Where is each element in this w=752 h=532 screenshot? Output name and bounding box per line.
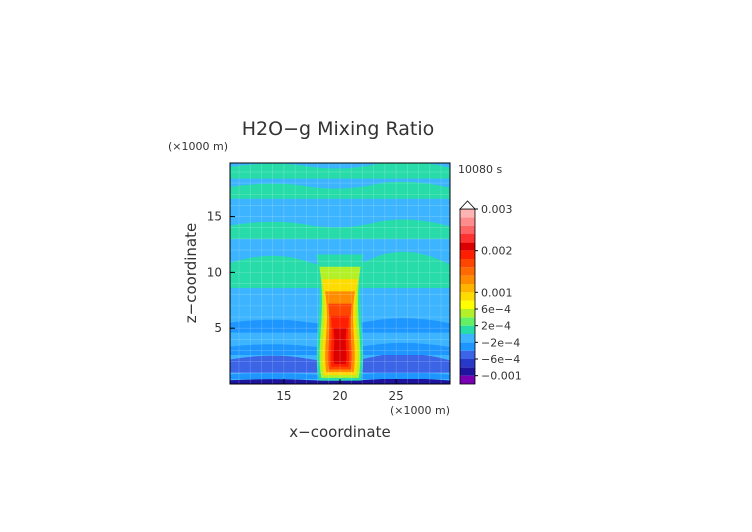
contour-band xyxy=(230,181,450,199)
colorbar-swatch xyxy=(460,367,475,376)
colorbar-swatch xyxy=(460,275,475,284)
x-axis: 15 20 25 xyxy=(276,379,404,403)
colorbar-swatch xyxy=(460,209,475,218)
y-tick-label: 10 xyxy=(207,265,222,279)
colorbar-label: 0.003 xyxy=(481,203,513,216)
colorbar-swatch xyxy=(460,217,475,226)
x-tick-label: 25 xyxy=(388,389,403,403)
plot-grid xyxy=(230,163,450,385)
time-label: 10080 s xyxy=(458,163,502,176)
colorbar-swatch xyxy=(460,350,475,359)
x-tick-label: 20 xyxy=(332,389,347,403)
colorbar-swatch xyxy=(460,242,475,251)
colorbar-label: 2e−4 xyxy=(481,320,511,333)
x-axis-label: x−coordinate xyxy=(289,423,390,441)
colorbar-swatch xyxy=(460,259,475,268)
colorbar-label: 0.001 xyxy=(481,286,513,299)
colorbar-swatch xyxy=(460,284,475,293)
colorbar-swatch xyxy=(460,267,475,276)
contour-band xyxy=(230,219,450,239)
y-axis: 5 10 15 xyxy=(207,210,235,335)
colorbar-swatch xyxy=(460,250,475,259)
colorbar-label: −6e−4 xyxy=(481,353,520,366)
chart-title: H2O−g Mixing Ratio xyxy=(242,118,434,140)
colorbar-swatch xyxy=(460,317,475,326)
x-tick-label: 15 xyxy=(276,389,291,403)
colorbar-swatch xyxy=(460,342,475,351)
colorbar-swatch xyxy=(460,292,475,301)
colorbar-swatch xyxy=(460,359,475,368)
y-axis-label: z−coordinate xyxy=(182,223,200,323)
colorbar: 0.003 0.002 0.001 6e−4 2e−4 −2e−4 −6e−4 −0.001 xyxy=(459,200,522,385)
colorbar-swatch xyxy=(460,325,475,334)
y-tick-label: 5 xyxy=(214,321,222,335)
colorbar-swatch xyxy=(460,309,475,318)
plume-contour xyxy=(333,328,347,364)
contour-band xyxy=(230,163,450,179)
x-axis-unit: (×1000 m) xyxy=(390,404,450,417)
contour-field xyxy=(230,163,450,384)
colorbar-swatch xyxy=(460,300,475,309)
colorbar-label: −0.001 xyxy=(481,370,522,383)
colorbar-swatch xyxy=(460,334,475,343)
y-tick-label: 15 xyxy=(207,210,222,224)
colorbar-overflow-arrow xyxy=(459,200,476,210)
colorbar-label: 0.002 xyxy=(481,245,513,258)
colorbar-swatch xyxy=(460,225,475,234)
colorbar-label: 6e−4 xyxy=(481,303,511,316)
colorbar-swatch xyxy=(460,375,475,384)
colorbar-label: −2e−4 xyxy=(481,336,520,349)
y-axis-unit: (×1000 m) xyxy=(168,140,228,153)
colorbar-swatch xyxy=(460,234,475,243)
